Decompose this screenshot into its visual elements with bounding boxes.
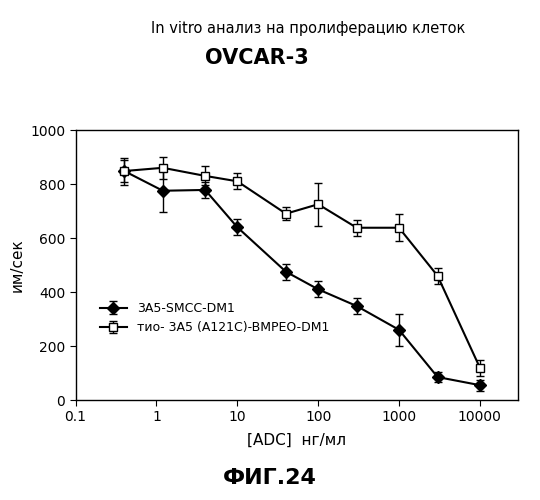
Text: OVCAR-3: OVCAR-3 bbox=[205, 48, 309, 68]
Y-axis label: им/сек: им/сек bbox=[10, 238, 24, 292]
Legend: 3А5-SMCC-DM1, тио- 3А5 (A121C)-BMPEO-DM1: 3А5-SMCC-DM1, тио- 3А5 (A121C)-BMPEO-DM1 bbox=[99, 302, 329, 334]
X-axis label: [ADC]  нг/мл: [ADC] нг/мл bbox=[247, 432, 347, 448]
Text: In vitro анализ на пролиферацию клеток: In vitro анализ на пролиферацию клеток bbox=[151, 22, 465, 36]
Text: ФИГ.24: ФИГ.24 bbox=[223, 468, 317, 487]
